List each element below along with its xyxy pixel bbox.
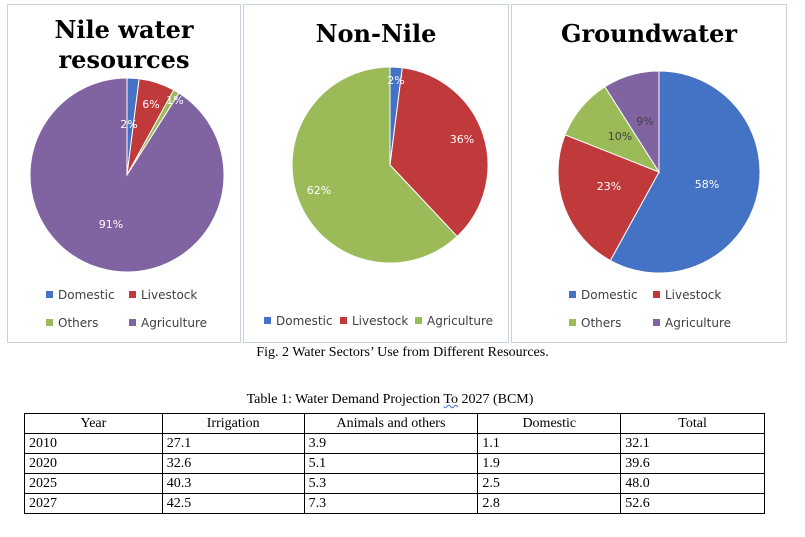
column-header-animals: Animals and others bbox=[303, 413, 479, 434]
legend-item-domestic: Domestic bbox=[569, 288, 638, 302]
pie-slice-agriculture bbox=[291, 66, 458, 264]
pie-data-label: 10% bbox=[608, 130, 632, 143]
table-cell: 52.6 bbox=[620, 493, 765, 514]
pie-data-label: 23% bbox=[597, 180, 621, 193]
table-cell: 1.9 bbox=[477, 453, 622, 474]
pie-chart-non-nile: 2% 36% 62% bbox=[291, 66, 489, 264]
legend-label: Agriculture bbox=[665, 316, 731, 330]
legend-item-agriculture: Agriculture bbox=[653, 316, 731, 330]
column-header-year: Year bbox=[24, 413, 163, 434]
pie-data-label: 36% bbox=[450, 133, 474, 146]
legend-label: Domestic bbox=[276, 314, 333, 328]
pie-slice-domestic bbox=[609, 70, 761, 274]
table-caption-underlined: To bbox=[443, 392, 458, 407]
table-row: 2020 32.6 5.1 1.9 39.6 bbox=[24, 453, 765, 474]
legend-label: Domestic bbox=[58, 288, 115, 302]
table-cell: 2025 bbox=[24, 473, 163, 494]
table-cell: 2.8 bbox=[477, 493, 622, 514]
table-cell: 2010 bbox=[24, 433, 163, 454]
legend-swatch bbox=[415, 317, 422, 324]
legend-item-domestic: Domestic bbox=[46, 288, 115, 302]
pie-data-label: 91% bbox=[99, 218, 123, 231]
legend-item-others: Others bbox=[569, 316, 621, 330]
pie-data-label: 9% bbox=[636, 115, 653, 128]
table-cell: 32.1 bbox=[620, 433, 765, 454]
table-cell: 7.3 bbox=[303, 493, 479, 514]
legend-item-others: Others bbox=[46, 316, 98, 330]
table-caption: Table 1: Water Demand Projection To 2027… bbox=[200, 392, 580, 408]
legend-swatch bbox=[129, 319, 136, 326]
legend-label: Others bbox=[58, 316, 99, 330]
legend-item-livestock: Livestock bbox=[129, 288, 197, 302]
table-cell: 27.1 bbox=[161, 433, 305, 454]
pie-slice-livestock bbox=[557, 134, 660, 262]
legend-item-livestock: Livestock bbox=[340, 314, 408, 328]
table-cell: 2.5 bbox=[477, 473, 622, 494]
table-cell: 39.6 bbox=[620, 453, 765, 474]
table-caption-start: Table 1: Water Demand Projection bbox=[246, 392, 444, 407]
chart-title: Groundwater bbox=[560, 19, 738, 48]
table-row: 2025 40.3 5.3 2.5 48.0 bbox=[24, 473, 765, 494]
legend-swatch bbox=[569, 291, 576, 298]
chart-title-line-2: resources bbox=[58, 45, 190, 74]
legend-label: Agriculture bbox=[427, 314, 493, 328]
table-cell: 2020 bbox=[24, 453, 163, 474]
table-cell: 1.1 bbox=[477, 433, 622, 454]
legend-item-domestic: Domestic bbox=[264, 314, 333, 328]
table-cell: 5.1 bbox=[303, 453, 479, 474]
legend-label: Others bbox=[581, 316, 622, 330]
table-caption-end: 2027 (BCM) bbox=[457, 392, 534, 407]
pie-slice-agriculture bbox=[604, 70, 660, 174]
pie-data-label: 58% bbox=[695, 178, 719, 191]
legend-swatch bbox=[46, 319, 53, 326]
water-demand-table: Year Irrigation Animals and others Domes… bbox=[24, 413, 765, 514]
legend-swatch bbox=[129, 291, 136, 298]
legend-label: Livestock bbox=[141, 288, 198, 302]
legend-label: Domestic bbox=[581, 288, 638, 302]
legend-swatch bbox=[653, 291, 660, 298]
chart-title: Non-Nile bbox=[315, 19, 437, 48]
pie-chart-groundwater: 58% 23% 10% 9% bbox=[557, 70, 761, 274]
legend-item-livestock: Livestock bbox=[653, 288, 721, 302]
pie-data-label: 6% bbox=[142, 98, 159, 111]
table-cell: 40.3 bbox=[161, 473, 305, 494]
pie-data-label: 1% bbox=[166, 94, 183, 107]
table-row: 2010 27.1 3.9 1.1 32.1 bbox=[24, 433, 765, 454]
pie-data-label: 2% bbox=[120, 118, 137, 131]
pie-slice-agriculture bbox=[29, 77, 225, 273]
column-header-total: Total bbox=[620, 413, 765, 434]
legend-swatch bbox=[653, 319, 660, 326]
legend-swatch bbox=[340, 317, 347, 324]
chart-panel-nile: Nile water resources 2% 6% 1% 91% Domestic … bbox=[7, 4, 241, 343]
legend-swatch bbox=[46, 291, 53, 298]
figure-caption: Fig. 2 Water Sectors’ Use from Different… bbox=[256, 345, 549, 360]
legend-label: Agriculture bbox=[141, 316, 207, 330]
table-cell: 2027 bbox=[24, 493, 163, 514]
table-cell: 3.9 bbox=[303, 433, 479, 454]
legend-swatch bbox=[264, 317, 271, 324]
chart-panel-groundwater: Groundwater 58% 23% 10% 9% Domestic Livesto… bbox=[511, 4, 787, 343]
pie-slice-livestock bbox=[389, 67, 489, 238]
legend-item-agriculture: Agriculture bbox=[129, 316, 207, 330]
chart-title-line-1: Nile water bbox=[54, 15, 194, 44]
pie-data-label: 62% bbox=[307, 184, 331, 197]
chart-panel-non-nile: Non-Nile 2% 36% 62% Domestic Livestock Agr… bbox=[243, 4, 509, 343]
pie-data-label: 2% bbox=[387, 74, 404, 87]
table-cell: 5.3 bbox=[303, 473, 479, 494]
column-header-irrigation: Irrigation bbox=[161, 413, 305, 434]
table-cell: 32.6 bbox=[161, 453, 305, 474]
table-cell: 42.5 bbox=[161, 493, 305, 514]
pie-chart-nile: 2% 6% 1% 91% bbox=[29, 77, 225, 273]
table-cell: 48.0 bbox=[620, 473, 765, 494]
table-header-row: Year Irrigation Animals and others Domes… bbox=[24, 413, 765, 434]
legend-label: Livestock bbox=[352, 314, 409, 328]
table-row: 2027 42.5 7.3 2.8 52.6 bbox=[24, 493, 765, 514]
legend-label: Livestock bbox=[665, 288, 722, 302]
legend-swatch bbox=[569, 319, 576, 326]
legend-item-agriculture: Agriculture bbox=[415, 314, 493, 328]
column-header-domestic: Domestic bbox=[477, 413, 622, 434]
